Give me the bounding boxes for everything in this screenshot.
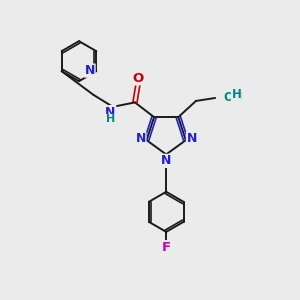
Text: OH: OH	[224, 91, 243, 104]
Text: H: H	[106, 115, 115, 124]
Text: O: O	[133, 72, 144, 85]
Text: N: N	[187, 132, 197, 145]
Text: N: N	[85, 64, 95, 77]
Text: N: N	[105, 106, 116, 118]
Text: N: N	[136, 132, 146, 145]
Text: H: H	[231, 88, 241, 101]
Text: N: N	[161, 154, 171, 167]
Text: F: F	[162, 241, 171, 254]
